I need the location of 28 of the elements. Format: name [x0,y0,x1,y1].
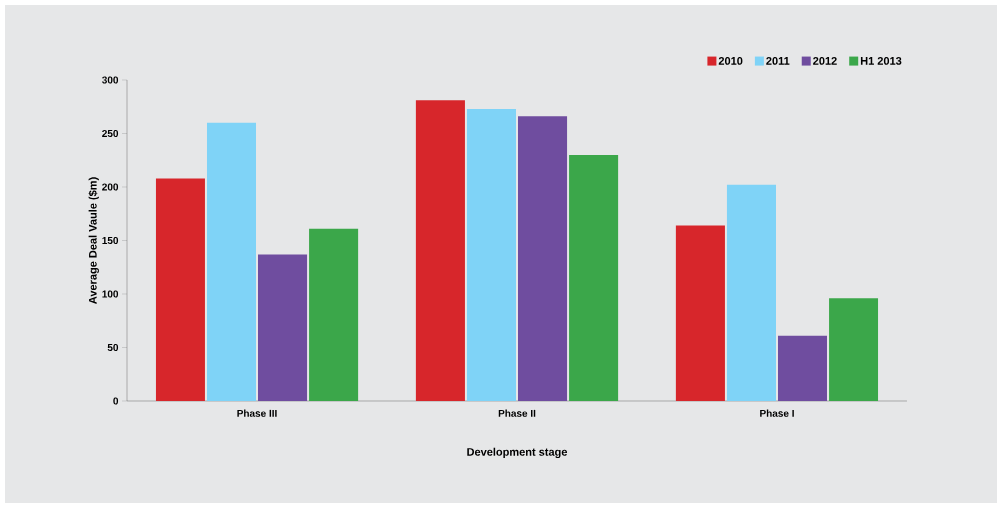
legend-label: 2011 [766,56,790,65]
bar [675,225,725,401]
legend-label: 2010 [718,56,743,65]
x-tick-label: Phase II [498,409,536,417]
bar [415,100,465,401]
y-tick-label: 100 [102,290,119,298]
bar [726,184,776,401]
legend-label: 2012 [813,56,837,65]
bar [258,254,308,401]
y-axis-title: Average Deal Vaule ($m) [88,177,99,304]
legend-label: H1 2013 [860,56,902,65]
y-tick-label: 200 [102,183,119,191]
x-tick-label: Phase III [237,409,277,417]
bar [829,298,879,401]
bar [466,108,516,401]
bar [155,178,205,401]
y-tick-label: 300 [102,76,119,84]
y-tick-label: 50 [107,343,119,352]
bar [518,116,568,401]
bar [206,122,257,401]
x-axis-title: Development stage [467,447,568,459]
x-tick-label: Phase I [760,409,794,417]
bar [778,335,828,401]
bar [309,228,359,401]
y-tick-label: 150 [102,236,119,245]
y-tick-label: 250 [102,129,119,138]
y-tick-label: 0 [113,397,119,405]
bar [569,154,619,401]
